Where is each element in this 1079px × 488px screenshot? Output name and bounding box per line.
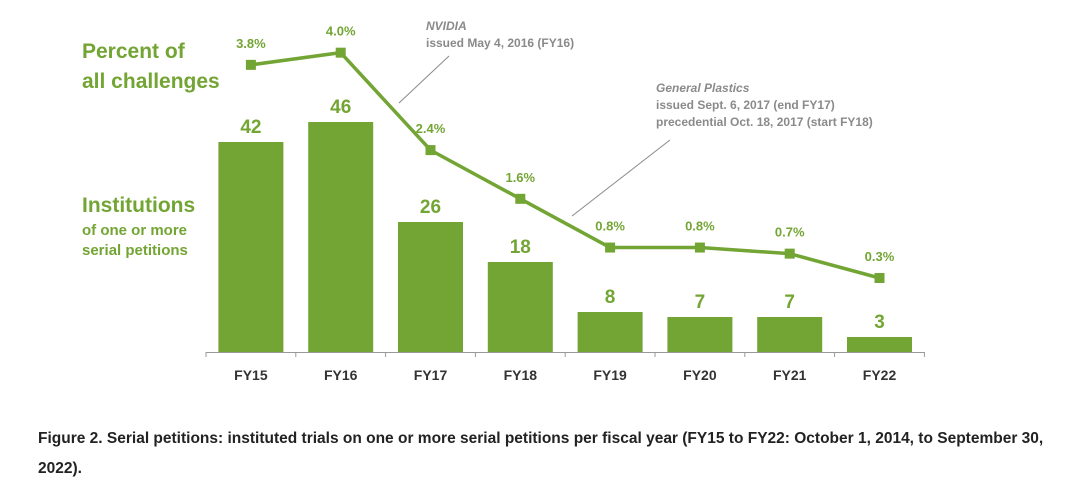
percent-legend-line-2: all challenges <box>82 70 220 93</box>
bar-series: 42 46 26 18 8 7 7 3 <box>218 97 912 352</box>
bar-fy20 <box>667 317 733 352</box>
bar-value-label-fy16: 46 <box>330 97 351 118</box>
x-tick-label-fy19: FY19 <box>593 367 627 383</box>
figure-caption: Figure 2. Serial petitions: instituted t… <box>38 430 1044 477</box>
bar-fy21 <box>757 317 823 352</box>
bar-value-label-fy15: 42 <box>240 117 261 138</box>
percent-label-fy18: 1.6% <box>505 170 535 185</box>
general-plastics-annotation-line-1: issued Sept. 6, 2017 (end FY17) <box>656 98 835 112</box>
percent-marker-fy17 <box>425 145 436 156</box>
bar-fy15 <box>218 142 284 352</box>
general-plastics-leader-line <box>571 139 671 217</box>
percent-label-fy17: 2.4% <box>416 121 446 136</box>
percent-label-fy20: 0.8% <box>685 219 715 234</box>
x-tick-label-fy15: FY15 <box>234 367 268 383</box>
bar-fy17 <box>398 222 463 352</box>
bar-value-label-fy21: 7 <box>784 292 795 313</box>
x-tick-label-fy20: FY20 <box>683 367 717 383</box>
institutions-legend-sub-2: serial petitions <box>82 242 188 259</box>
institutions-legend-sub-1: of one or more <box>82 222 188 239</box>
percent-line <box>250 50 880 280</box>
institutions-legend-title: Institutions <box>82 194 196 217</box>
percent-marker-fy20 <box>694 242 705 253</box>
x-tick-label-fy17: FY17 <box>414 367 448 383</box>
percent-marker-fy16 <box>335 47 346 58</box>
x-axis: FY15 FY16 FY17 FY18 FY19 FY20 FY21 FY22 <box>205 352 925 383</box>
bar-fy19 <box>577 312 643 352</box>
general-plastics-annotation-name: General Plastics <box>656 81 750 95</box>
bar-fy22 <box>847 337 912 352</box>
percent-line-series: 3.8% 4.0% 2.4% 1.6% 0.8% 0.8% 0.7% 0.3% <box>236 24 895 283</box>
chart: 42 46 26 18 8 7 7 3 FY15 FY16 FY17 FY18 FY19 FY20 FY2… <box>205 24 925 383</box>
x-tick-label-fy18: FY18 <box>504 367 538 383</box>
bar-value-label-fy20: 7 <box>695 292 706 313</box>
annotation-leaders <box>398 55 671 217</box>
nvidia-leader-line <box>398 55 450 104</box>
percent-label-fy22: 0.3% <box>865 249 895 264</box>
bar-value-label-fy19: 8 <box>605 287 616 308</box>
x-tick-label-fy16: FY16 <box>324 367 358 383</box>
percent-marker-fy19 <box>605 242 616 253</box>
percent-label-fy16: 4.0% <box>326 24 356 39</box>
nvidia-annotation-name: NVIDIA <box>426 19 467 33</box>
percent-marker-fy15 <box>245 59 256 70</box>
percent-marker-fy22 <box>874 273 885 283</box>
percent-marker-fy21 <box>784 248 795 259</box>
general-plastics-annotation-line-2: precedential Oct. 18, 2017 (start FY18) <box>656 115 873 129</box>
x-tick-label-fy22: FY22 <box>863 367 897 383</box>
bar-fy18 <box>487 262 553 352</box>
bar-value-label-fy17: 26 <box>420 197 441 218</box>
percent-label-fy19: 0.8% <box>595 219 625 234</box>
nvidia-annotation: NVIDIA issued May 4, 2016 (FY16) <box>426 18 574 52</box>
bar-fy16 <box>308 122 374 352</box>
bar-value-label-fy18: 18 <box>510 237 531 258</box>
nvidia-annotation-line-1: issued May 4, 2016 (FY16) <box>426 36 575 50</box>
general-plastics-annotation: General Plastics issued Sept. 6, 2017 (e… <box>656 80 873 131</box>
percent-marker-fy18 <box>515 193 526 204</box>
x-tick-label-fy21: FY21 <box>773 367 807 383</box>
percent-label-fy21: 0.7% <box>775 225 805 240</box>
percent-legend-line-1: Percent of <box>82 40 185 63</box>
percent-label-fy15: 3.8% <box>236 36 266 51</box>
bar-value-label-fy22: 3 <box>874 312 885 333</box>
